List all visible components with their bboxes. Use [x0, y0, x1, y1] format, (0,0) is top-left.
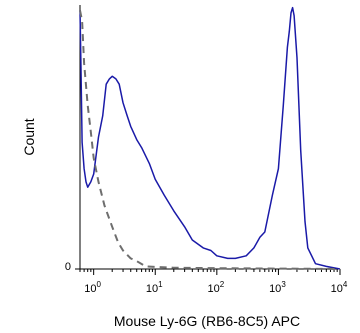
- x-tick-label: 104: [331, 280, 348, 295]
- x-axis-title: Mouse Ly-6G (RB6-8C5) APC: [114, 313, 300, 329]
- plot-area: 100 101 102 103 104 0: [65, 5, 348, 295]
- tick-labels: 100 101 102 103 104 0: [65, 261, 348, 295]
- y-tick-label: 0: [65, 261, 71, 273]
- axis-ticks: [75, 268, 341, 275]
- x-tick-label: 101: [146, 280, 163, 295]
- series-layer: [79, 6, 341, 270]
- control-series-line: [79, 10, 341, 270]
- x-tick-label: 100: [84, 280, 101, 295]
- stained-series-line: [79, 6, 341, 270]
- y-axis-title: Count: [21, 118, 37, 155]
- x-tick-label: 103: [269, 280, 286, 295]
- x-tick-label: 102: [207, 280, 224, 295]
